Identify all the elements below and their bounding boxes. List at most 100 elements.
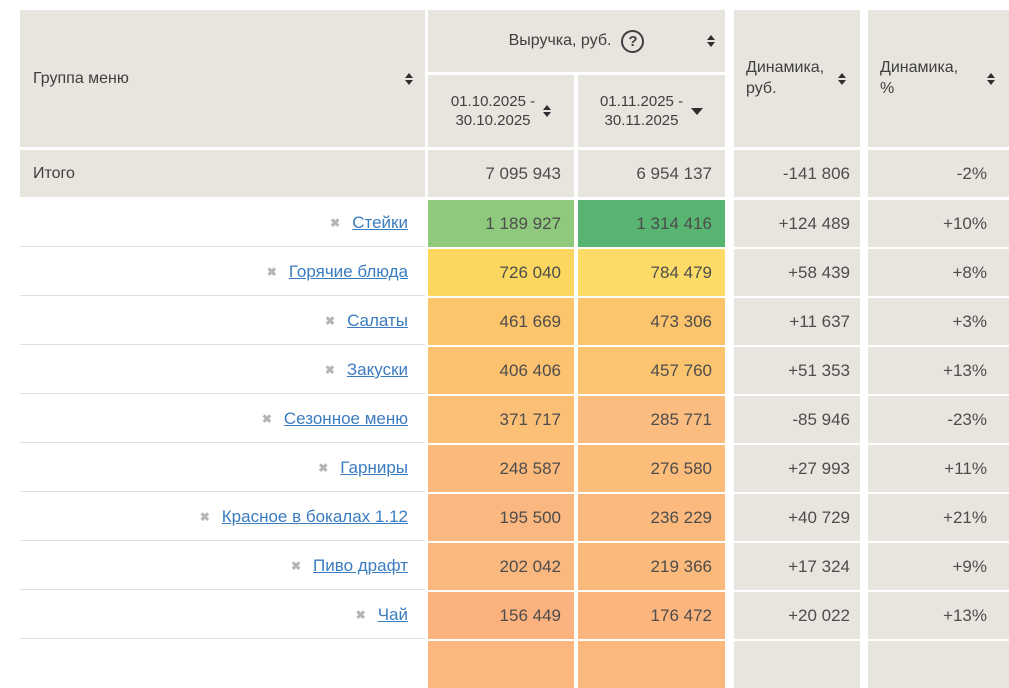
- revenue-period1-cell: 156 449: [428, 592, 574, 639]
- period-2-label: 01.11.2025 - 30.11.2025: [599, 92, 684, 130]
- revenue-period1-cell: [428, 641, 574, 688]
- menu-group-link[interactable]: Салаты: [347, 311, 408, 330]
- column-header-revenue[interactable]: Выручка, руб. ?: [428, 10, 725, 72]
- revenue-period1-cell: 726 040: [428, 249, 574, 296]
- table-row: ✖ Стейки 1 189 927 1 314 416 +124 489 +1…: [20, 200, 1009, 247]
- totals-dynamics-pct: -2%: [868, 150, 1009, 197]
- dynamics-pct-cell: +10%: [868, 200, 1009, 247]
- sort-descending-icon[interactable]: [691, 107, 704, 115]
- menu-group-header-label: Группа меню: [33, 69, 129, 87]
- remove-row-icon[interactable]: ✖: [318, 461, 329, 475]
- dynamics-pct-cell: +11%: [868, 445, 1009, 492]
- dynamics-pct-cell: +13%: [868, 592, 1009, 639]
- dynamics-pct-cell: +3%: [868, 298, 1009, 345]
- revenue-period1-cell: 406 406: [428, 347, 574, 394]
- dynamics-pct-cell: +21%: [868, 494, 1009, 541]
- totals-label: Итого: [20, 150, 425, 197]
- menu-group-cell: ✖ Салаты: [20, 298, 425, 345]
- table-row: ✖ Чай 156 449 176 472 +20 022 +13%: [20, 592, 1009, 639]
- menu-group-cell: ✖ Горячие блюда: [20, 249, 425, 296]
- menu-group-link[interactable]: Гарниры: [340, 458, 408, 477]
- remove-row-icon[interactable]: ✖: [324, 363, 335, 377]
- dynamics-pct-cell: +13%: [868, 347, 1009, 394]
- dynamics-rub-cell: +17 324: [734, 543, 860, 590]
- revenue-period2-cell: 276 580: [578, 445, 725, 492]
- revenue-period1-cell: 461 669: [428, 298, 574, 345]
- question-circle-icon[interactable]: ?: [621, 29, 645, 53]
- dynamics-rub-cell: +51 353: [734, 347, 860, 394]
- dynamics-rub-cell: +20 022: [734, 592, 860, 639]
- menu-group-cell: ✖ Закуски: [20, 347, 425, 394]
- revenue-period2-cell: 176 472: [578, 592, 725, 639]
- remove-row-icon[interactable]: ✖: [325, 314, 336, 328]
- column-header-menu-group[interactable]: Группа меню: [20, 10, 425, 147]
- table-row: ✖ Закуски 406 406 457 760 +51 353 +13%: [20, 347, 1009, 394]
- revenue-period2-cell: 784 479: [578, 249, 725, 296]
- dynamics-pct-cell: [868, 641, 1009, 688]
- sort-icon[interactable]: [838, 72, 846, 85]
- menu-group-link[interactable]: Пиво драфт: [313, 556, 408, 575]
- remove-row-icon[interactable]: ✖: [199, 510, 210, 524]
- column-header-period-1[interactable]: 01.10.2025 - 30.10.2025: [428, 75, 574, 147]
- menu-group-cell: ✖ Гарниры: [20, 445, 425, 492]
- revenue-period2-cell: 236 229: [578, 494, 725, 541]
- period-1-label: 01.10.2025 - 30.10.2025: [450, 92, 536, 130]
- revenue-period2-cell: [578, 641, 725, 688]
- revenue-period2-cell: 457 760: [578, 347, 725, 394]
- column-group-revenue: Выручка, руб. ? 01.10.2025 - 30.10.2025 …: [428, 10, 725, 147]
- remove-row-icon[interactable]: ✖: [330, 216, 341, 230]
- remove-row-icon[interactable]: ✖: [290, 559, 302, 573]
- dynamics-pct-header-label: Динамика, %: [880, 58, 959, 97]
- totals-row: Итого 7 095 943 6 954 137 -141 806 -2%: [20, 150, 1009, 197]
- table-header: Группа меню Выручка, руб. ? 01.10.2025 -…: [20, 10, 1009, 147]
- menu-group-link[interactable]: Закуски: [346, 360, 408, 379]
- revenue-period2-cell: 1 314 416: [578, 200, 725, 247]
- menu-group-link[interactable]: Горячие блюда: [288, 262, 408, 281]
- menu-group-cell: ✖ Чай: [20, 592, 425, 639]
- table-row: ✖ Горячие блюда 726 040 784 479 +58 439 …: [20, 249, 1009, 296]
- revenue-header-label: Выручка, руб.: [508, 32, 612, 49]
- revenue-period2-cell: 473 306: [578, 298, 725, 345]
- remove-row-icon[interactable]: ✖: [261, 412, 272, 426]
- revenue-period1-cell: 371 717: [428, 396, 574, 443]
- column-header-dynamics-rub[interactable]: Динамика, руб.: [734, 10, 860, 147]
- sort-icon[interactable]: [987, 72, 995, 85]
- table-body: ✖ Стейки 1 189 927 1 314 416 +124 489 +1…: [20, 200, 1009, 688]
- menu-group-link[interactable]: Сезонное меню: [283, 409, 408, 428]
- revenue-period2-cell: 285 771: [578, 396, 725, 443]
- totals-dynamics-rub: -141 806: [734, 150, 860, 197]
- remove-row-icon[interactable]: ✖: [266, 265, 277, 279]
- remove-row-icon[interactable]: ✖: [355, 608, 366, 622]
- menu-group-link[interactable]: Красное в бокалах 1.12: [221, 507, 408, 526]
- menu-group-cell: ✖ Красное в бокалах 1.12: [20, 494, 425, 541]
- sort-icon[interactable]: [707, 35, 715, 47]
- menu-group-cell: ✖ Стейки: [20, 200, 425, 247]
- menu-group-cell: ✖ Пиво драфт: [20, 543, 425, 590]
- table-row: ✖ Красное в бокалах 1.12 195 500 236 229…: [20, 494, 1009, 541]
- revenue-period-headers: 01.10.2025 - 30.10.2025 01.11.2025 - 30.…: [428, 75, 725, 147]
- dynamics-rub-cell: -85 946: [734, 396, 860, 443]
- totals-period2: 6 954 137: [578, 150, 725, 197]
- menu-group-cell: ✖ Сезонное меню: [20, 396, 425, 443]
- table-row: ✖ Пиво драфт 202 042 219 366 +17 324 +9%: [20, 543, 1009, 590]
- dynamics-rub-cell: +27 993: [734, 445, 860, 492]
- menu-group-link[interactable]: Чай: [377, 605, 408, 624]
- dynamics-pct-cell: +9%: [868, 543, 1009, 590]
- totals-period1: 7 095 943: [428, 150, 574, 197]
- revenue-report-table: Группа меню Выручка, руб. ? 01.10.2025 -…: [20, 10, 1009, 688]
- table-row: ✖: [20, 641, 1009, 688]
- column-header-dynamics-pct[interactable]: Динамика, %: [868, 10, 1009, 147]
- dynamics-pct-cell: -23%: [868, 396, 1009, 443]
- dynamics-pct-cell: +8%: [868, 249, 1009, 296]
- dynamics-rub-header-label: Динамика, руб.: [746, 58, 825, 97]
- table-row: ✖ Сезонное меню 371 717 285 771 -85 946 …: [20, 396, 1009, 443]
- table-row: ✖ Гарниры 248 587 276 580 +27 993 +11%: [20, 445, 1009, 492]
- menu-group-link[interactable]: Стейки: [352, 213, 408, 232]
- revenue-period1-cell: 195 500: [428, 494, 574, 541]
- revenue-period1-cell: 202 042: [428, 543, 574, 590]
- dynamics-rub-cell: +40 729: [734, 494, 860, 541]
- sort-icon[interactable]: [543, 105, 552, 117]
- column-header-period-2[interactable]: 01.11.2025 - 30.11.2025: [578, 75, 725, 147]
- menu-group-cell: ✖: [20, 641, 425, 688]
- sort-icon[interactable]: [405, 72, 413, 85]
